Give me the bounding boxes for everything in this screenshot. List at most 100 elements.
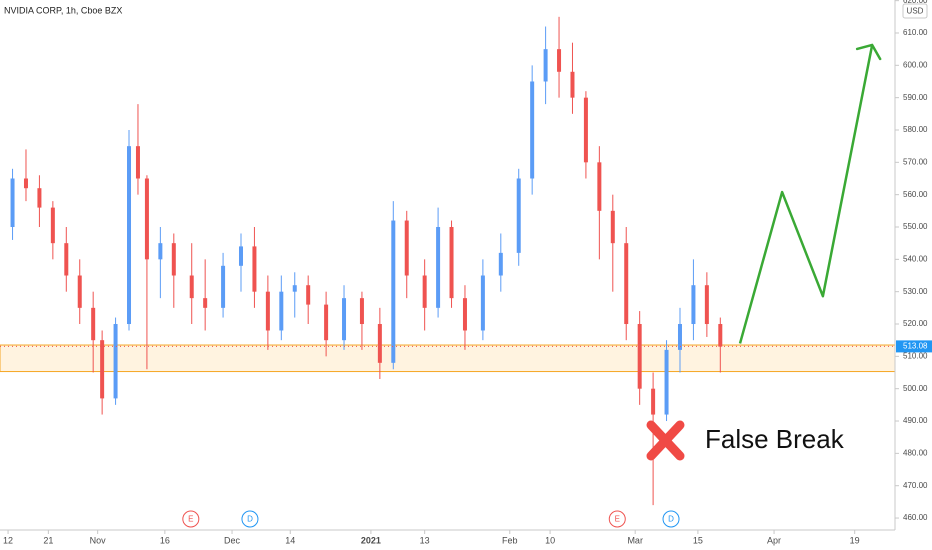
- y-tick-label: 530.00: [903, 287, 928, 296]
- candle-body: [480, 275, 485, 331]
- candle-body: [64, 243, 69, 276]
- candle-body: [624, 243, 629, 325]
- candle-body: [144, 178, 149, 260]
- y-tick-label: 580.00: [903, 125, 928, 134]
- candle-body: [203, 298, 208, 308]
- candle-body: [570, 71, 575, 98]
- support-zone: [0, 344, 896, 373]
- event-marker: [662, 510, 680, 528]
- candle-body: [113, 324, 118, 399]
- candle-body: [597, 162, 602, 211]
- x-tick-label: Feb: [502, 535, 518, 545]
- event-label: E: [615, 515, 620, 524]
- candle-body: [37, 188, 42, 208]
- candle-body: [583, 97, 588, 163]
- candle-body: [498, 252, 503, 276]
- event-label: D: [668, 515, 674, 524]
- y-tick-label: 510.00: [903, 351, 928, 360]
- candle-body: [10, 178, 15, 228]
- event-marker: [182, 510, 200, 528]
- x-tick-label: 19: [850, 535, 860, 545]
- currency-box: [902, 3, 928, 19]
- candle-body: [324, 304, 329, 341]
- y-tick-label: 600.00: [903, 60, 928, 69]
- y-tick-label: 620.00: [903, 0, 928, 5]
- candle-body: [462, 298, 467, 331]
- candle-body: [691, 285, 696, 325]
- y-tick-label: 470.00: [903, 481, 928, 490]
- candle-body: [100, 340, 105, 399]
- candle-body: [543, 49, 548, 82]
- zone-layer: [0, 344, 896, 373]
- candle-body: [651, 388, 656, 415]
- candle-body: [704, 285, 709, 325]
- x-tick-label: 12: [3, 535, 13, 545]
- event-marker: [241, 510, 259, 528]
- y-tick-label: 500.00: [903, 384, 928, 393]
- candle-body: [252, 246, 257, 292]
- y-tick-label: 610.00: [903, 28, 928, 37]
- chart-title: NVIDIA CORP, 1h, Cboe BZX: [4, 5, 122, 15]
- false-break-cross: [646, 420, 685, 461]
- candle-body: [171, 243, 176, 276]
- candle-body: [91, 307, 96, 341]
- candle-body: [664, 349, 669, 415]
- y-tick-label: 490.00: [903, 416, 928, 425]
- candle-body: [23, 178, 28, 189]
- projection-line: [738, 44, 874, 344]
- x-tick-label: Nov: [90, 535, 107, 545]
- candle-body: [449, 227, 454, 299]
- candle-body: [158, 243, 163, 260]
- annotation-text: False Break: [705, 424, 845, 454]
- candles-layer: [10, 16, 723, 506]
- candle-body: [404, 220, 409, 276]
- x-tick-label: 21: [43, 535, 53, 545]
- candle-body: [530, 81, 535, 179]
- candle-body: [391, 220, 396, 363]
- y-tick-label: 480.00: [903, 448, 928, 457]
- candle-body: [557, 49, 562, 72]
- candle-body: [50, 207, 55, 244]
- y-tick-label: 550.00: [903, 222, 928, 231]
- x-tick-label: 10: [545, 535, 555, 545]
- candle-body: [127, 146, 132, 325]
- candle-body: [265, 291, 270, 331]
- x-tick-label: 16: [160, 535, 170, 545]
- event-marker: [608, 510, 626, 528]
- candle-body: [377, 324, 382, 363]
- event-label: D: [247, 515, 253, 524]
- candle-body: [677, 324, 682, 350]
- y-tick-label: 540.00: [903, 254, 928, 263]
- candle-body: [306, 285, 311, 305]
- x-tick-label: 2021: [361, 535, 381, 545]
- last-price-box: [896, 340, 932, 353]
- candle-body: [238, 246, 243, 266]
- candle-body: [292, 285, 297, 292]
- event-label: E: [188, 515, 193, 524]
- candle-body: [135, 146, 140, 179]
- candle-body: [422, 275, 427, 308]
- candle-body: [342, 298, 347, 341]
- x-tick-label: 15: [693, 535, 703, 545]
- y-tick-label: 460.00: [903, 513, 928, 522]
- projection-arrowhead: [855, 43, 882, 61]
- candle-body: [189, 275, 194, 299]
- x-tick-label: 13: [420, 535, 430, 545]
- candle-body: [279, 291, 284, 331]
- x-tick-label: Dec: [224, 535, 241, 545]
- candle-body: [359, 298, 364, 325]
- candle-body: [221, 265, 226, 308]
- currency-label: USD: [907, 7, 924, 16]
- y-tick-label: 520.00: [903, 319, 928, 328]
- y-tick-label: 560.00: [903, 190, 928, 199]
- candle-body: [77, 275, 82, 308]
- x-tick-label: Apr: [767, 535, 781, 545]
- candle-body: [436, 227, 441, 308]
- y-tick-label: 590.00: [903, 93, 928, 102]
- candle-body: [610, 210, 615, 244]
- last-price-label: 513.08: [903, 342, 928, 351]
- x-tick-label: Mar: [627, 535, 643, 545]
- x-tick-label: 14: [285, 535, 295, 545]
